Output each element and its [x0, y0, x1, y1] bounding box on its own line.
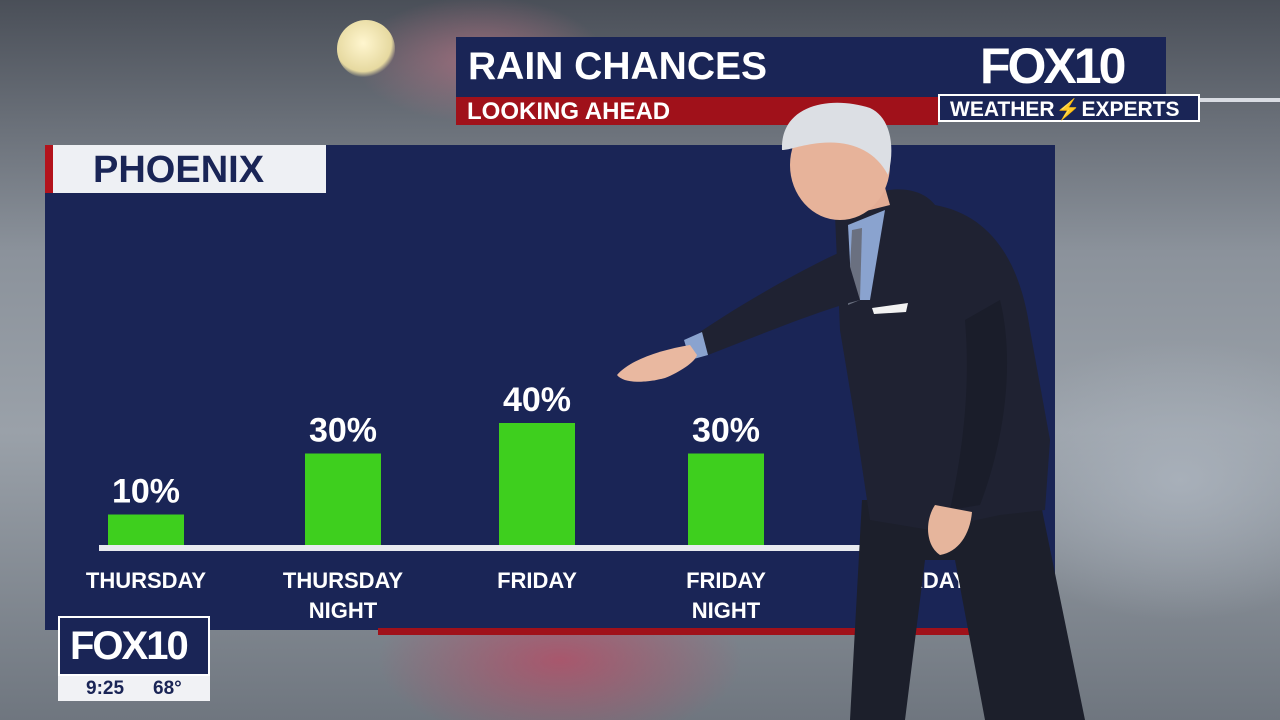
header-title: RAIN CHANCES	[468, 45, 768, 88]
bar-0	[108, 514, 184, 545]
city-tab: PHOENIX	[45, 145, 326, 193]
bug-logo: FOX10	[70, 624, 189, 668]
category-label-1: THURSDAY NIGHT	[283, 568, 404, 623]
category-label-0: THURSDAY	[86, 568, 207, 593]
station-bug: FOX10 9:25 68°	[58, 616, 210, 701]
bug-logo-box: FOX10	[58, 616, 210, 676]
bug-time: 9:25	[86, 678, 125, 699]
chart-title: PHOENIX	[93, 149, 265, 191]
bug-info-bar: 9:25 68°	[58, 676, 210, 701]
category-label-3: FRIDAY NIGHT	[686, 568, 766, 623]
header-subtitle: LOOKING AHEAD	[467, 98, 671, 125]
chart-baseline	[99, 545, 879, 551]
data-label-1: 30%	[309, 412, 377, 450]
category-label-2: FRIDAY	[497, 568, 577, 593]
data-label-3: 30%	[692, 412, 760, 450]
weather-experts-badge: WEATHER⚡EXPERTS	[938, 94, 1200, 122]
badge-experts-text: EXPERTS	[1081, 98, 1180, 121]
fox10-logo: FOX10	[980, 38, 1126, 94]
data-label-2: 40%	[503, 381, 571, 419]
bar-3	[688, 453, 764, 545]
moon-light	[337, 20, 395, 78]
bar-1	[305, 453, 381, 545]
bar-2	[499, 423, 575, 545]
header-title-bar: RAIN CHANCES	[456, 37, 1166, 97]
bug-temperature: 68°	[153, 678, 182, 699]
header-divider-line	[1200, 98, 1280, 102]
chart-panel-accent	[378, 628, 986, 635]
lightning-bolt-icon: ⚡	[1055, 99, 1081, 121]
badge-weather-text: WEATHER	[950, 98, 1055, 121]
data-label-0: 10%	[112, 473, 180, 511]
